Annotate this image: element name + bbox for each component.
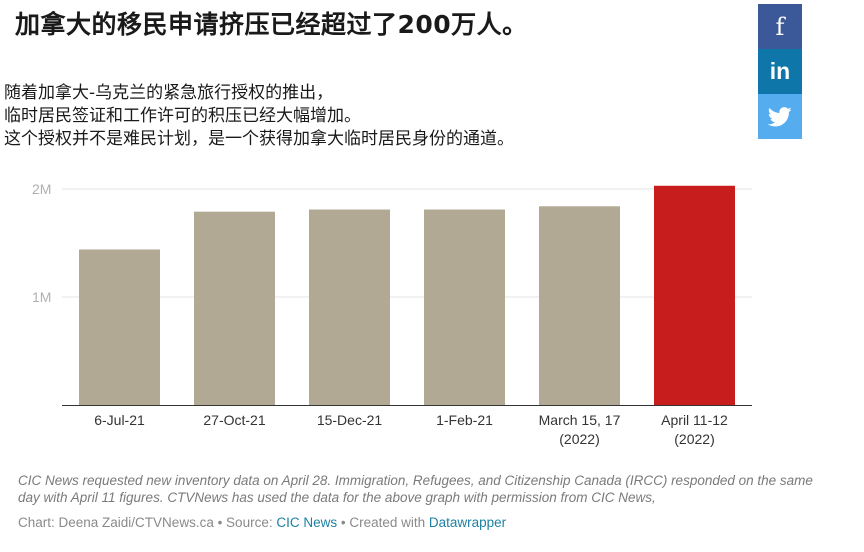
- bar-6[interactable]: [654, 185, 735, 405]
- x-category-label-5-line-2: (2022): [559, 431, 599, 447]
- subtitle-line-1: 随着加拿大-乌克兰的紧急旅行授权的推出，: [4, 83, 334, 103]
- chart-footer: Chart: Deena Zaidi/CTVNews.ca • Source: …: [18, 515, 818, 530]
- bar-chart: 1M 2M 6-Jul-21 27-Oct-21 15-Dec-21 1-Feb-21 Ma…: [32, 181, 752, 447]
- bar-3[interactable]: [309, 209, 390, 405]
- x-category-label-3-line-1: 15-Dec-21: [317, 412, 383, 428]
- bar-1[interactable]: [79, 249, 160, 405]
- datawrapper-link[interactable]: Datawrapper: [428, 515, 507, 530]
- subtitle-line-2: 临时居民签证和工作许可的积压已经大幅增加。: [4, 106, 361, 126]
- footer-separator: • Created with: [337, 515, 429, 530]
- x-category-label-5-line-1: March 15, 17: [539, 412, 621, 428]
- y-tick-label-1M: 1M: [32, 289, 51, 305]
- linkedin-share-button[interactable]: in: [758, 49, 802, 94]
- linkedin-icon: in: [769, 58, 791, 84]
- bar-4[interactable]: [424, 209, 505, 405]
- share-bar: f in: [758, 4, 802, 139]
- x-category-label-2-line-1: 27-Oct-21: [203, 412, 265, 428]
- source-link[interactable]: CIC News: [276, 515, 338, 530]
- x-category-label-6-line-2: (2022): [674, 431, 714, 447]
- twitter-icon: [768, 106, 792, 126]
- x-category-label-4-line-1: 1-Feb-21: [436, 412, 493, 428]
- footer-credit: Chart: Deena Zaidi/CTVNews.ca • Source:: [18, 515, 277, 530]
- facebook-share-button[interactable]: f: [758, 4, 802, 49]
- x-category-label-6-line-1: April 11-12: [661, 412, 728, 428]
- y-tick-label-2M: 2M: [32, 181, 51, 197]
- bar-2[interactable]: [194, 211, 275, 405]
- subtitle-line-3: 这个授权并不是难民计划，是一个获得加拿大临时居民身份的通道。: [4, 129, 514, 149]
- chart-notes: CIC News requested new inventory data on…: [18, 473, 813, 505]
- x-category-label-1-line-1: 6-Jul-21: [94, 412, 145, 428]
- chart-title: 加拿大的移民申请挤压已经超过了200万人。: [15, 10, 528, 39]
- facebook-icon: f: [775, 12, 785, 41]
- chart-subtitle: 随着加拿大-乌克兰的紧急旅行授权的推出， 临时居民签证和工作许可的积压已经大幅增…: [4, 82, 744, 151]
- bar-5[interactable]: [539, 206, 620, 405]
- twitter-share-button[interactable]: [758, 94, 802, 139]
